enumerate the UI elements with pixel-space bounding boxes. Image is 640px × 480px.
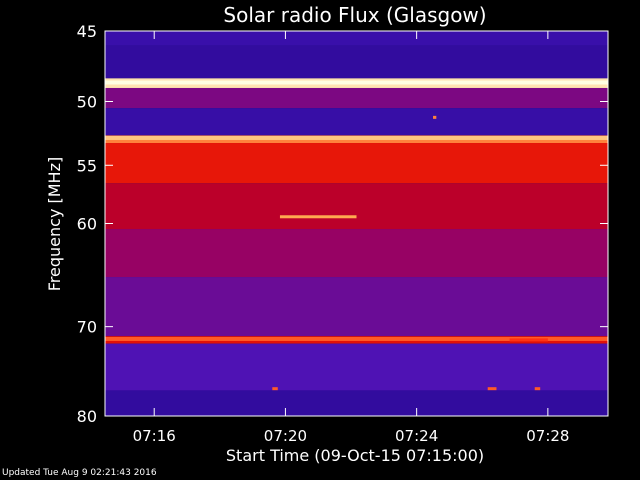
frequency-band [105,229,608,278]
spectral-burst [509,338,548,342]
frequency-band [105,45,608,79]
y-axis-ticks: 45 50 55 60 70 80 [77,22,608,426]
x-tick-label: 07:16 [133,427,176,445]
y-axis-label: Frequency [MHz] [45,157,64,291]
x-axis-ticks: 07:16 07:20 07:24 07:28 [133,31,569,445]
frequency-band [105,31,608,46]
updated-timestamp: Updated Tue Aug 9 02:21:43 2016 [2,468,157,478]
frequency-band [105,277,608,337]
spectral-spot [487,387,497,391]
y-tick-label: 50 [77,93,97,112]
spectral-horizontal-line [105,336,608,341]
frequency-band [105,87,608,109]
frequency-band [105,183,608,230]
frequency-band [105,343,608,391]
spectral-spot [272,387,278,391]
spectral-spot [433,115,437,119]
x-tick-label: 07:28 [526,427,569,445]
x-tick-label: 07:20 [264,427,307,445]
spectral-horizontal-line [105,80,608,85]
y-tick-label: 70 [77,318,97,337]
spectral-spot [534,387,541,391]
y-tick-label: 45 [77,22,97,41]
y-tick-label: 60 [77,215,97,234]
x-axis-label: Start Time (09-Oct-15 07:15:00) [226,446,484,465]
x-tick-label: 07:24 [395,427,438,445]
frequency-band [105,390,608,416]
spectral-features [105,80,608,391]
y-tick-label: 80 [77,407,97,426]
chart-title: Solar radio Flux (Glasgow) [223,3,486,27]
spectral-burst [279,215,357,219]
spectrogram-plot-area [104,30,609,417]
frequency-band [105,143,608,184]
frequency-bands [105,31,608,416]
frequency-band [105,108,608,136]
spectral-horizontal-line [105,135,608,140]
y-tick-label: 55 [77,156,97,175]
